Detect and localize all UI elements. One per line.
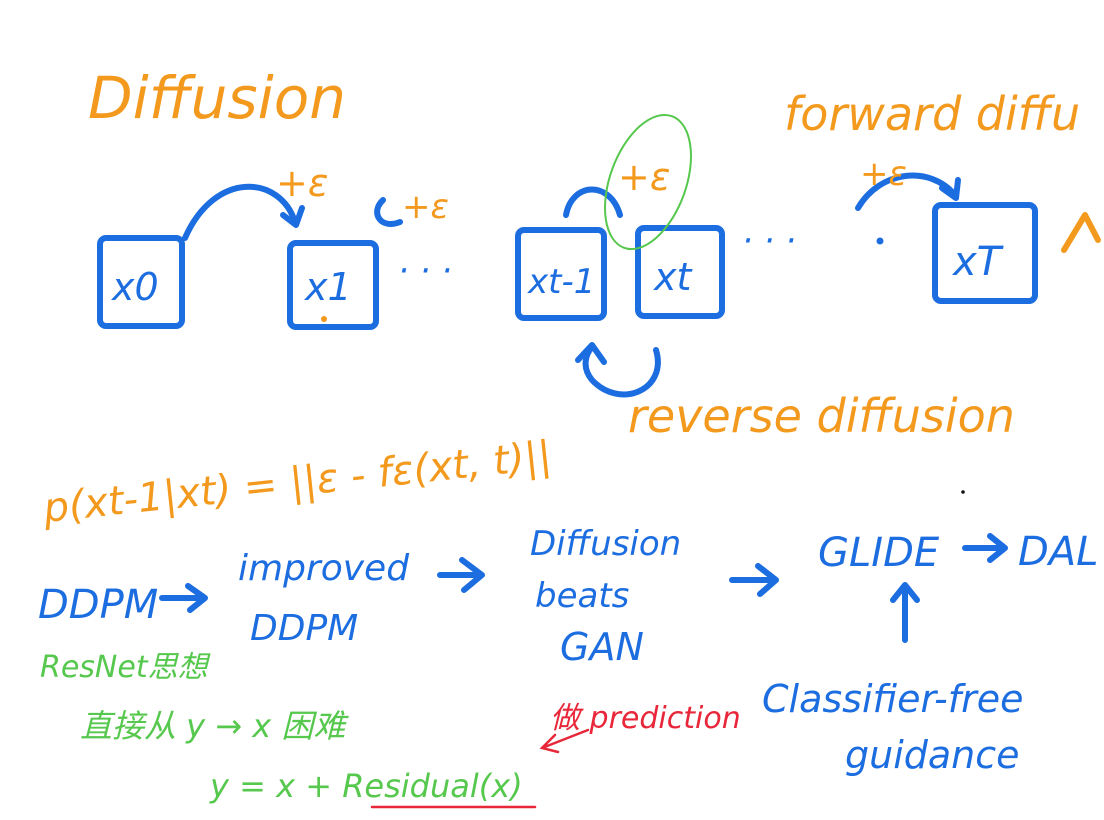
arrow-improved-beats: [437, 557, 485, 593]
red-prediction-note: 做 prediction: [550, 701, 741, 736]
noise-label-1: +ε: [276, 161, 328, 205]
improved-line2: DDPM: [250, 608, 358, 649]
node-box: [932, 202, 1038, 304]
residual-formula: y = x + Residual(x): [209, 767, 523, 805]
arrow-ddpm-improved: [159, 583, 208, 613]
node-x1: x1: [287, 240, 379, 330]
orange-dot: [321, 316, 327, 322]
glide-label: GLIDE: [818, 530, 940, 576]
ellipsis-dot: [876, 237, 884, 245]
classifier-line1: Classifier-free: [762, 677, 1023, 721]
forward-arrow-4: [855, 172, 958, 211]
beats-line2: beats: [535, 576, 629, 616]
forward-arrow-3: [563, 186, 623, 218]
arrow-glide-dal: [962, 533, 1008, 563]
beats-line3: GAN: [560, 625, 644, 669]
beats-line1: Diffusion: [530, 524, 681, 564]
title-diffusion: Diffusion: [88, 64, 346, 132]
node-xT: xT: [932, 202, 1038, 304]
resnet-note: ResNet思想: [40, 650, 211, 685]
node-box: [515, 227, 607, 321]
node-x0: x0: [97, 235, 185, 329]
arrow-beats-glide: [729, 563, 779, 597]
node-label-xT: xT: [951, 239, 1005, 285]
improved-line1: improved: [238, 548, 410, 589]
node-label-x1: x1: [304, 265, 352, 309]
noise-label-4: +ε: [860, 154, 907, 194]
classifier-line2: guidance: [845, 733, 1020, 777]
node-box: [635, 225, 725, 319]
ddpm-label: DDPM: [38, 582, 158, 628]
dal-label: DAL: [1018, 529, 1098, 575]
orange-partial-stroke: [1061, 212, 1101, 253]
red-arrow: [539, 728, 590, 754]
node-label-x0: x0: [111, 265, 159, 309]
node-box: [287, 240, 379, 330]
direct-note: 直接从 y → x 困难: [80, 707, 349, 745]
forward-diffusion-label: forward diffu: [784, 87, 1080, 141]
forward-arrow-1: [182, 183, 298, 241]
ellipsis-2: · · ·: [742, 221, 796, 261]
arrow-classifier-glide: [890, 582, 920, 643]
reverse-arrowhead: [575, 342, 607, 365]
node-xt: xt: [635, 225, 725, 319]
noise-label-3: +ε: [618, 155, 670, 199]
forward-arrowhead-4: [939, 177, 961, 201]
stray-dot: [961, 490, 965, 494]
green-highlight-ellipse: [604, 113, 692, 251]
node-label-xt: xt: [653, 255, 693, 299]
node-label-xt-1: xt-1: [527, 262, 595, 302]
node-xt-1: xt-1: [515, 227, 607, 321]
reverse-arrow: [582, 344, 661, 398]
node-box: [97, 235, 185, 329]
noise-label-2: +ε: [402, 187, 449, 227]
ellipsis-1: · · ·: [398, 251, 452, 291]
forward-arrow-2: [374, 197, 403, 227]
formula: p(xt-1|xt) = ||ε - fε(xt, t)||: [40, 433, 553, 532]
forward-arrowhead-1: [280, 205, 305, 228]
reverse-diffusion-label: reverse diffusion: [628, 389, 1015, 443]
